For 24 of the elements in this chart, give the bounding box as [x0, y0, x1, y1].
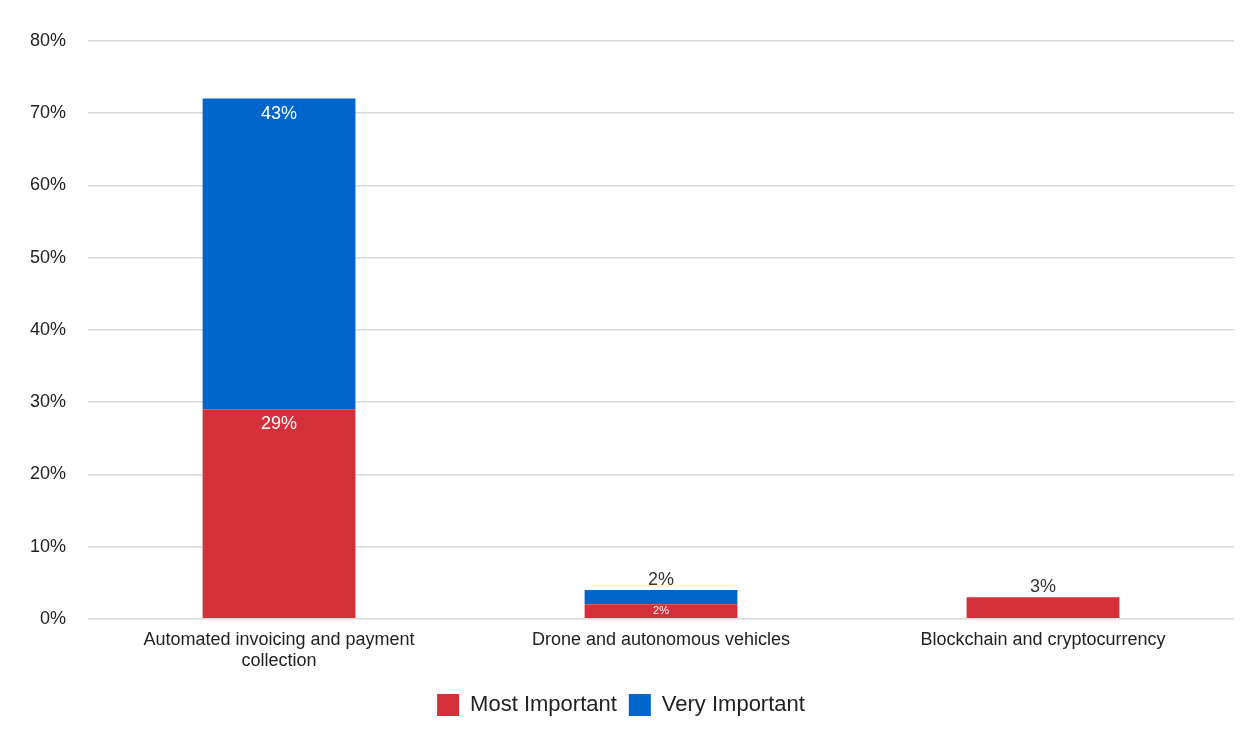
y-tick-label: 70%	[30, 102, 67, 123]
data-label: 3%	[1030, 576, 1057, 597]
bar	[584, 604, 738, 619]
y-tick-label: 40%	[30, 318, 67, 339]
data-label: 2%	[648, 568, 675, 589]
y-tick-label: 30%	[30, 391, 67, 412]
y-tick-label: 80%	[30, 29, 67, 50]
x-tick-label: Blockchain and cryptocurrency	[920, 628, 1166, 649]
bar	[584, 589, 738, 605]
x-tick-label: Drone and autonomous vehicles	[531, 628, 791, 649]
data-label: 2%	[653, 604, 670, 617]
legend-label: Very Important	[661, 691, 805, 717]
data-label: 29%	[261, 413, 298, 434]
bar	[202, 98, 356, 410]
legend-label: Most Important	[470, 691, 617, 717]
y-tick-label: 20%	[30, 463, 67, 484]
bar	[202, 409, 356, 619]
y-tick-label: 10%	[30, 535, 67, 556]
bar	[966, 597, 1120, 619]
y-tick-label: 60%	[30, 174, 67, 195]
y-tick-label: 0%	[40, 607, 67, 628]
data-label: 43%	[261, 102, 298, 123]
y-tick-label: 50%	[30, 246, 67, 267]
x-tick-label: Automated invoicing and payment collection	[143, 628, 415, 671]
